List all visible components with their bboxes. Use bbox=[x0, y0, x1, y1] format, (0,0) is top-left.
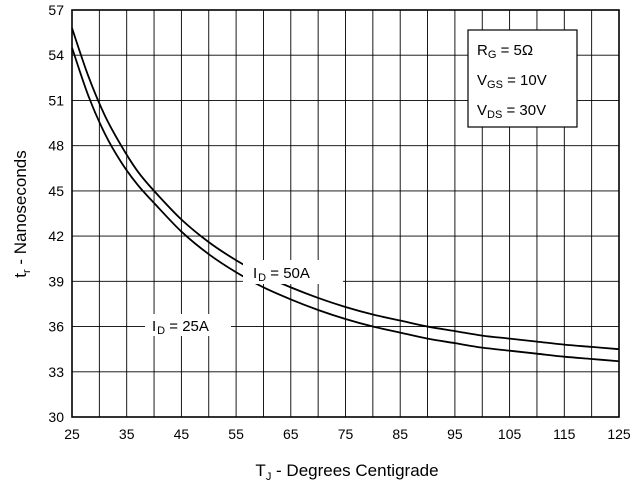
x-tick-label: 115 bbox=[553, 426, 576, 442]
x-axis-title-rest: - Degrees Centigrade bbox=[271, 461, 438, 480]
y-tick-label: 39 bbox=[48, 273, 64, 289]
x-tick-label: 85 bbox=[392, 426, 408, 442]
y-tick-label: 48 bbox=[48, 138, 64, 154]
plot-frame bbox=[71, 9, 620, 418]
x-tick-labels: 25 35 45 55 65 75 85 95 105 115 125 bbox=[64, 426, 631, 442]
y-tick-label: 54 bbox=[48, 47, 64, 63]
y-axis-title-main: t bbox=[11, 273, 30, 278]
series-label-25a-bg bbox=[145, 314, 231, 336]
x-tick-label: 35 bbox=[119, 426, 135, 442]
series-label-50a-bg bbox=[243, 260, 343, 284]
x-axis-title-sub: J bbox=[266, 471, 272, 483]
condition-vgs: VGS = 10V bbox=[477, 72, 547, 91]
x-tick-label: 55 bbox=[228, 426, 244, 442]
x-tick-label: 95 bbox=[447, 426, 463, 442]
y-axis-title-rest: - Nanoseconds bbox=[11, 150, 30, 269]
y-tick-label: 30 bbox=[48, 409, 64, 425]
condition-rg: RG = 5Ω bbox=[477, 42, 533, 61]
x-tick-label: 75 bbox=[338, 426, 354, 442]
y-tick-label: 42 bbox=[48, 228, 64, 244]
y-axis-title-sub: r bbox=[21, 269, 33, 273]
x-tick-label: 45 bbox=[174, 426, 190, 442]
x-tick-label: 25 bbox=[64, 426, 80, 442]
y-tick-label: 36 bbox=[48, 319, 64, 335]
x-tick-label: 105 bbox=[498, 426, 522, 442]
x-tick-label: 125 bbox=[607, 426, 631, 442]
curves bbox=[71, 27, 620, 363]
y-tick-labels: 30 33 36 39 42 45 48 51 54 57 bbox=[48, 2, 64, 425]
y-tick-label: 51 bbox=[48, 92, 64, 108]
series-label-50a: ID = 50A bbox=[253, 265, 310, 284]
series-line-25a bbox=[71, 47, 620, 363]
x-axis-title: TJ - Degrees Centigrade bbox=[255, 461, 438, 483]
series-line-50a bbox=[71, 27, 620, 351]
y-tick-label: 33 bbox=[48, 364, 64, 380]
conditions-frame bbox=[467, 29, 578, 128]
x-axis-title-main: T bbox=[255, 461, 265, 480]
y-axis-title: tr - Nanoseconds bbox=[11, 150, 33, 277]
series-label-25a: ID = 25A bbox=[152, 318, 209, 337]
y-tick-label: 57 bbox=[48, 2, 64, 18]
conditions-box: RG = 5Ω VGS = 10V VDS = 30V bbox=[467, 29, 578, 128]
condition-vds: VDS = 30V bbox=[477, 102, 546, 121]
y-tick-label: 45 bbox=[48, 183, 64, 199]
x-tick-label: 65 bbox=[283, 426, 299, 442]
